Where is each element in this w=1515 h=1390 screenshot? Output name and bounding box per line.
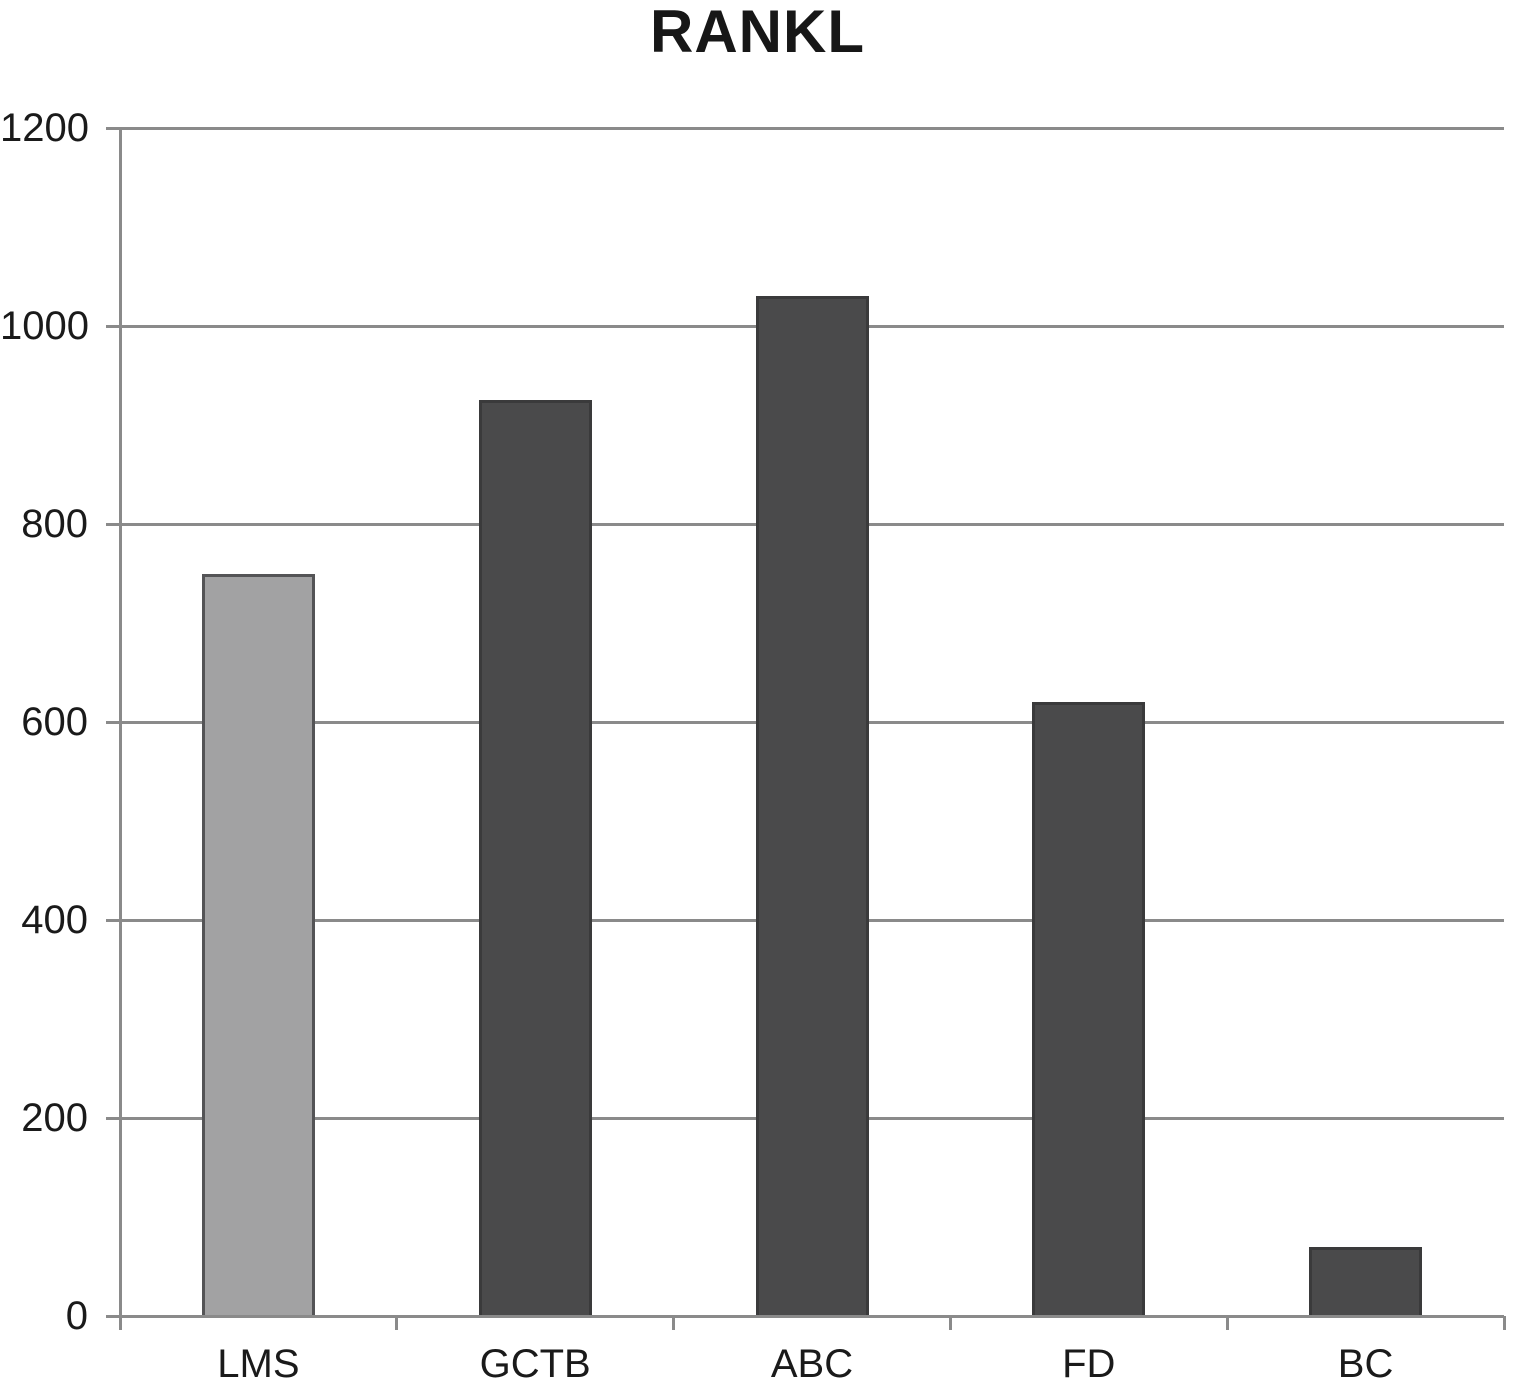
y-tick-label-0: 0 bbox=[65, 1294, 88, 1338]
gridline-1200 bbox=[120, 126, 1504, 130]
bar-abc bbox=[755, 296, 869, 1316]
y-axis-line bbox=[118, 126, 122, 1318]
x-tick-3 bbox=[948, 1316, 952, 1330]
chart-title: RANKL bbox=[650, 0, 865, 65]
x-tick-0 bbox=[118, 1316, 122, 1330]
x-category-label-lms: LMS bbox=[217, 1342, 300, 1386]
x-category-label-bc: BC bbox=[1337, 1342, 1394, 1386]
x-category-label-abc: ABC bbox=[770, 1342, 854, 1386]
bar-fd bbox=[1032, 702, 1146, 1316]
bar-bc bbox=[1309, 1246, 1423, 1316]
y-tick-label-1000: 1000 bbox=[0, 304, 89, 348]
x-category-label-gctb: GCTB bbox=[479, 1342, 591, 1386]
y-tick-label-400: 400 bbox=[21, 898, 88, 942]
y-tick-600 bbox=[106, 720, 120, 724]
y-tick-400 bbox=[106, 918, 120, 922]
x-tick-2 bbox=[672, 1316, 676, 1330]
y-tick-0 bbox=[106, 1314, 120, 1318]
x-tick-5 bbox=[1502, 1316, 1506, 1330]
y-tick-label-200: 200 bbox=[21, 1096, 88, 1140]
y-tick-label-800: 800 bbox=[21, 502, 88, 546]
x-axis-line bbox=[120, 1314, 1504, 1318]
y-tick-800 bbox=[106, 522, 120, 526]
y-tick-label-1200: 1200 bbox=[0, 106, 89, 150]
y-tick-label-600: 600 bbox=[21, 700, 88, 744]
bar-gctb bbox=[478, 400, 592, 1316]
x-tick-1 bbox=[395, 1316, 399, 1330]
y-tick-1200 bbox=[106, 126, 120, 130]
x-category-label-fd: FD bbox=[1062, 1342, 1116, 1386]
y-tick-200 bbox=[106, 1116, 120, 1120]
y-tick-1000 bbox=[106, 324, 120, 328]
x-tick-4 bbox=[1225, 1316, 1229, 1330]
bar-lms bbox=[201, 573, 315, 1316]
